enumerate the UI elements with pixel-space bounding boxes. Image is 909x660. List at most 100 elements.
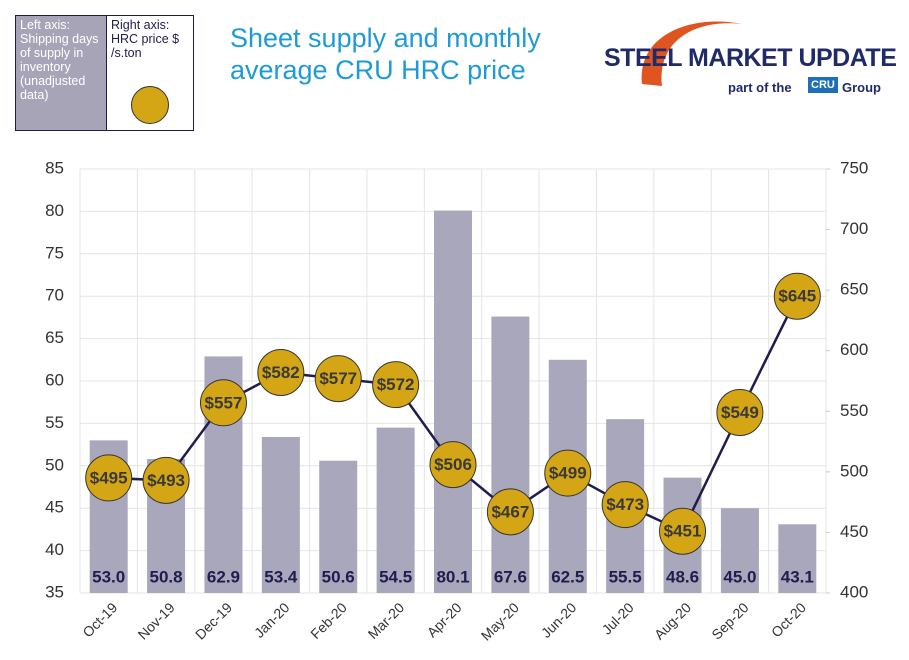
legend-heading: Left axis: xyxy=(20,18,71,32)
point-label: $506 xyxy=(434,455,472,474)
point xyxy=(314,355,362,403)
point-label: $582 xyxy=(262,363,300,382)
x-tick-label: May-20 xyxy=(478,599,522,643)
y-tick-label: 70 xyxy=(45,286,64,305)
point-label: $549 xyxy=(721,403,759,422)
point-label: $493 xyxy=(147,471,185,490)
y2-tick-label: 550 xyxy=(840,401,868,420)
legend-right: Right axis: HRC price $ /s.ton xyxy=(106,15,194,131)
bar-label: 50.8 xyxy=(150,567,183,586)
y-tick-label: 60 xyxy=(45,370,64,389)
logo-badge: CRU xyxy=(808,77,838,93)
y2-tick-label: 450 xyxy=(840,522,868,541)
y2-tick-label: 500 xyxy=(840,461,868,480)
point xyxy=(773,272,821,320)
bar xyxy=(434,210,472,593)
point xyxy=(486,488,534,536)
x-tick-label: Dec-19 xyxy=(192,599,235,642)
point-label: $645 xyxy=(778,287,816,306)
x-tick: Nov-19 xyxy=(135,599,178,642)
x-tick-label: Aug-20 xyxy=(651,599,694,642)
x-tick: Oct-20 xyxy=(768,599,809,640)
y2-tick-label: 750 xyxy=(840,158,868,177)
bar-label: 45.0 xyxy=(723,567,756,586)
point xyxy=(85,454,133,502)
bar-label: 55.5 xyxy=(609,567,642,586)
x-tick-label: Jan-20 xyxy=(251,599,293,641)
x-tick: Dec-19 xyxy=(192,599,235,642)
bar-label: 53.0 xyxy=(92,567,125,586)
y-tick-label: 65 xyxy=(45,328,64,347)
x-tick-label: Nov-19 xyxy=(135,599,178,642)
point xyxy=(257,349,305,397)
y2-tick-label: 700 xyxy=(840,219,868,238)
y-tick-label: 50 xyxy=(45,455,64,474)
point xyxy=(429,441,477,489)
logo-suffix: Group xyxy=(842,80,881,95)
y2-tick-label: 400 xyxy=(840,582,868,601)
logo-tagline: part of the xyxy=(728,80,792,95)
chart-title: Sheet supply and monthly average CRU HRC… xyxy=(230,23,541,85)
x-tick-label: Jul-20 xyxy=(599,599,637,637)
x-tick-label: Oct-20 xyxy=(768,599,809,640)
x-tick: Jun-20 xyxy=(538,599,580,641)
y-tick-label: 45 xyxy=(45,498,64,517)
x-tick: Aug-20 xyxy=(651,599,694,642)
point xyxy=(199,379,247,427)
y-tick-label: 55 xyxy=(45,413,64,432)
logo: STEEL MARKET UPDATE part of the CRU Grou… xyxy=(602,14,897,102)
bar-label: 48.6 xyxy=(666,567,699,586)
point-label: $557 xyxy=(205,393,243,412)
point xyxy=(142,456,190,504)
bar xyxy=(778,524,817,593)
bar xyxy=(376,427,415,593)
x-tick-label: Feb-20 xyxy=(307,599,350,642)
bar xyxy=(720,508,759,593)
point-label: $495 xyxy=(90,468,128,487)
point xyxy=(716,388,764,436)
y2-tick-label: 650 xyxy=(840,280,868,299)
x-tick: Mar-20 xyxy=(365,599,408,642)
y-tick-label: 80 xyxy=(45,201,64,220)
x-tick-label: Oct-19 xyxy=(79,599,120,640)
point-label: $572 xyxy=(377,375,415,394)
bar-label: 80.1 xyxy=(436,567,469,586)
bar-label: 43.1 xyxy=(781,567,814,586)
x-tick: Apr-20 xyxy=(424,599,465,640)
x-tick-label: Mar-20 xyxy=(365,599,408,642)
legend-swatch xyxy=(131,86,169,124)
x-tick-label: Apr-20 xyxy=(424,599,465,640)
legend-entry: Shipping days of supply in inventory (un… xyxy=(20,32,99,102)
point xyxy=(659,507,707,555)
x-tick-label: Jun-20 xyxy=(538,599,580,641)
x-tick: Jan-20 xyxy=(251,599,293,641)
x-tick: May-20 xyxy=(478,599,522,643)
x-tick: Jul-20 xyxy=(599,599,637,637)
bar-label: 67.6 xyxy=(494,567,527,586)
point-label: $467 xyxy=(491,502,529,521)
point-label: $473 xyxy=(606,495,644,514)
x-tick: Oct-19 xyxy=(79,599,120,640)
bar xyxy=(491,316,530,593)
bar-label: 54.5 xyxy=(379,567,412,586)
point-label: $451 xyxy=(664,522,702,541)
bar xyxy=(261,436,300,593)
y-tick-label: 75 xyxy=(45,243,64,262)
bar-label: 53.4 xyxy=(264,567,298,586)
y-tick-label: 85 xyxy=(45,158,64,177)
legend-heading: Right axis: xyxy=(111,18,170,32)
point xyxy=(601,481,649,529)
point xyxy=(372,361,420,409)
logo-swoosh xyxy=(641,21,742,86)
x-tick: Feb-20 xyxy=(307,599,350,642)
logo-brand: STEEL MARKET UPDATE xyxy=(604,44,897,72)
legend-left: Left axis: Shipping days of supply in in… xyxy=(15,15,107,131)
legend-entry: HRC price $ /s.ton xyxy=(111,32,180,60)
y-tick-label: 35 xyxy=(45,582,64,601)
x-tick: Sep-20 xyxy=(708,599,751,642)
y-tick-label: 40 xyxy=(45,540,64,559)
bar xyxy=(319,460,358,593)
point-label: $577 xyxy=(319,369,357,388)
bar-label: 62.9 xyxy=(207,567,240,586)
